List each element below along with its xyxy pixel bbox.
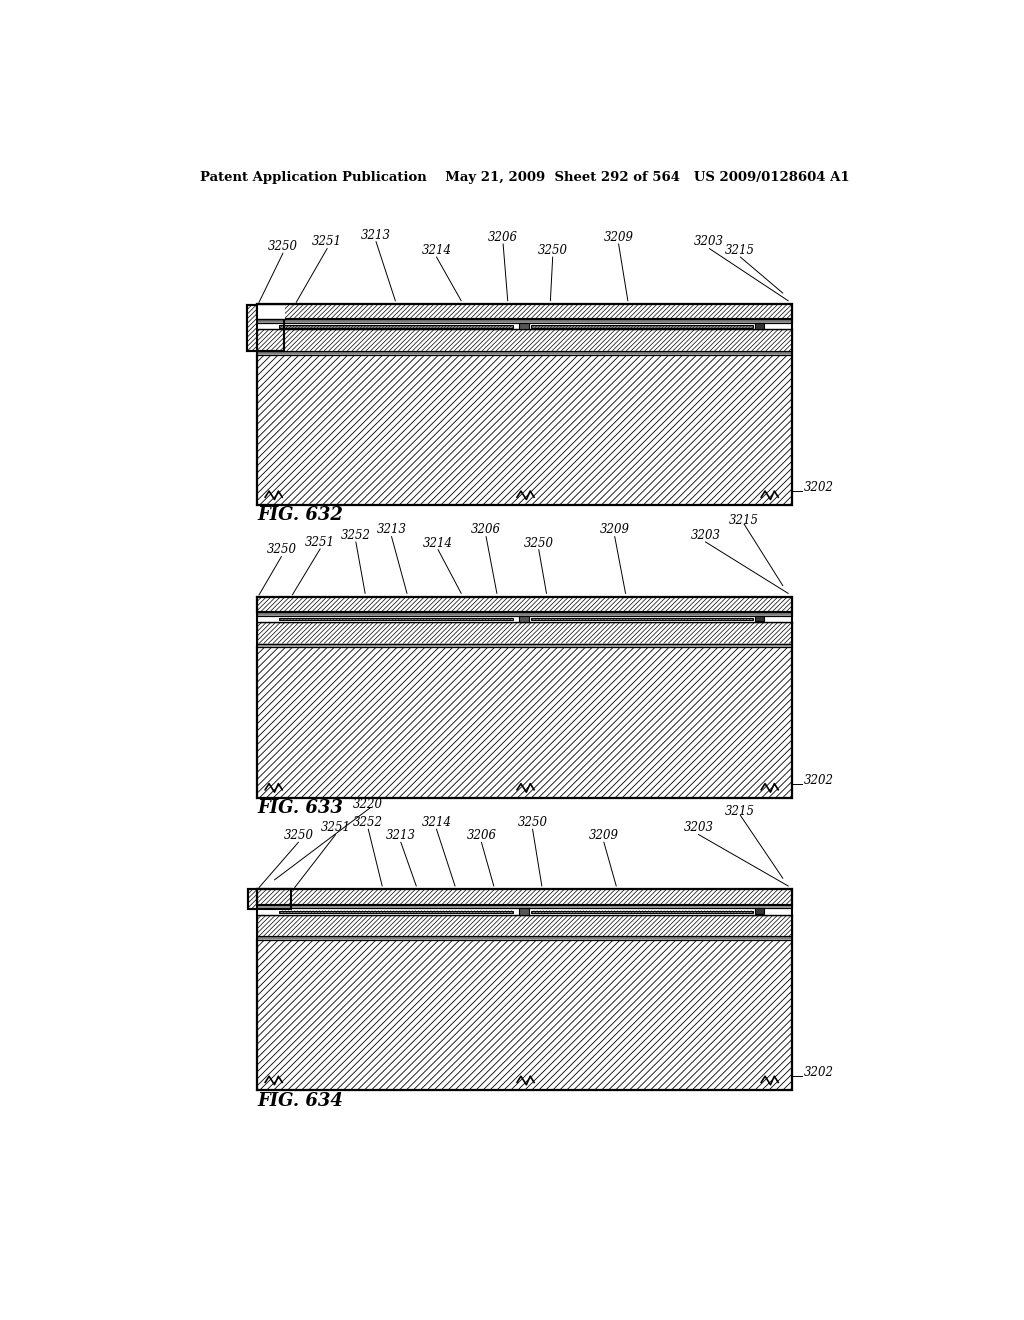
Bar	[248, 890, 291, 909]
Text: 3203: 3203	[694, 235, 724, 248]
Bar	[257, 597, 793, 612]
Bar	[257, 304, 285, 319]
Text: 3215: 3215	[729, 515, 759, 527]
Text: 3250: 3250	[538, 244, 567, 257]
Bar	[755, 615, 764, 622]
Text: 3251: 3251	[312, 235, 342, 248]
Bar	[257, 355, 793, 506]
Text: FIG. 632: FIG. 632	[257, 507, 343, 524]
Text: 3213: 3213	[361, 228, 391, 242]
Bar	[257, 936, 793, 940]
Bar	[257, 622, 793, 644]
Bar	[248, 890, 291, 909]
Bar	[257, 647, 793, 797]
Text: 3251: 3251	[305, 536, 335, 549]
Bar	[755, 323, 764, 329]
Text: 3209: 3209	[589, 829, 618, 842]
Text: 3203: 3203	[690, 529, 720, 543]
Bar	[280, 911, 513, 913]
Text: 3214: 3214	[422, 244, 452, 257]
Text: 3250: 3250	[523, 536, 554, 549]
Text: 3213: 3213	[377, 524, 407, 536]
Bar	[531, 618, 754, 620]
Text: 3215: 3215	[725, 805, 756, 818]
Text: 3209: 3209	[600, 524, 630, 536]
Bar	[257, 330, 793, 351]
Bar	[257, 904, 793, 908]
Bar	[518, 323, 529, 330]
Bar	[257, 915, 793, 936]
Text: 3215: 3215	[725, 244, 756, 257]
Text: 3202: 3202	[804, 774, 834, 787]
Bar	[257, 908, 793, 915]
Bar	[531, 911, 754, 913]
Bar	[257, 304, 793, 319]
Bar	[257, 323, 793, 330]
Text: 3214: 3214	[422, 816, 452, 829]
Text: 3206: 3206	[488, 231, 518, 244]
Bar	[257, 940, 793, 1090]
Text: 3213: 3213	[386, 829, 416, 842]
Text: 3250: 3250	[517, 816, 548, 829]
Bar	[257, 622, 793, 644]
Text: 3203: 3203	[683, 821, 714, 834]
Bar	[257, 940, 793, 1090]
Bar	[755, 908, 764, 913]
Text: Patent Application Publication    May 21, 2009  Sheet 292 of 564   US 2009/01286: Patent Application Publication May 21, 2…	[200, 172, 850, 185]
Bar	[280, 618, 513, 620]
Text: 3220: 3220	[353, 797, 383, 810]
Bar	[247, 305, 284, 351]
Text: 3202: 3202	[804, 1067, 834, 1080]
Bar	[257, 597, 793, 612]
Bar	[257, 304, 793, 319]
Bar	[257, 890, 793, 904]
Text: 3209: 3209	[603, 231, 634, 244]
Text: FIG. 633: FIG. 633	[257, 799, 343, 817]
Bar	[257, 351, 793, 355]
Bar	[257, 615, 793, 622]
Text: 3250: 3250	[268, 240, 298, 253]
Text: 3250: 3250	[266, 544, 297, 557]
Text: 3251: 3251	[321, 821, 350, 834]
Text: 3214: 3214	[423, 536, 453, 549]
Bar	[518, 908, 529, 915]
Text: 3206: 3206	[471, 524, 501, 536]
Bar	[531, 326, 754, 327]
Bar	[257, 890, 793, 904]
Text: 3250: 3250	[284, 829, 313, 842]
Bar	[257, 647, 793, 797]
Bar	[257, 612, 793, 615]
Text: 3252: 3252	[341, 529, 371, 543]
Bar	[257, 355, 793, 506]
Bar	[257, 330, 793, 351]
Bar	[280, 326, 513, 327]
Bar	[257, 319, 793, 323]
Bar	[257, 915, 793, 936]
Bar	[518, 615, 529, 622]
Text: 3252: 3252	[353, 816, 383, 829]
Bar	[247, 305, 284, 351]
Text: 3202: 3202	[804, 480, 834, 494]
Text: FIG. 634: FIG. 634	[257, 1092, 343, 1110]
Text: 3206: 3206	[466, 829, 497, 842]
Bar	[257, 644, 793, 647]
